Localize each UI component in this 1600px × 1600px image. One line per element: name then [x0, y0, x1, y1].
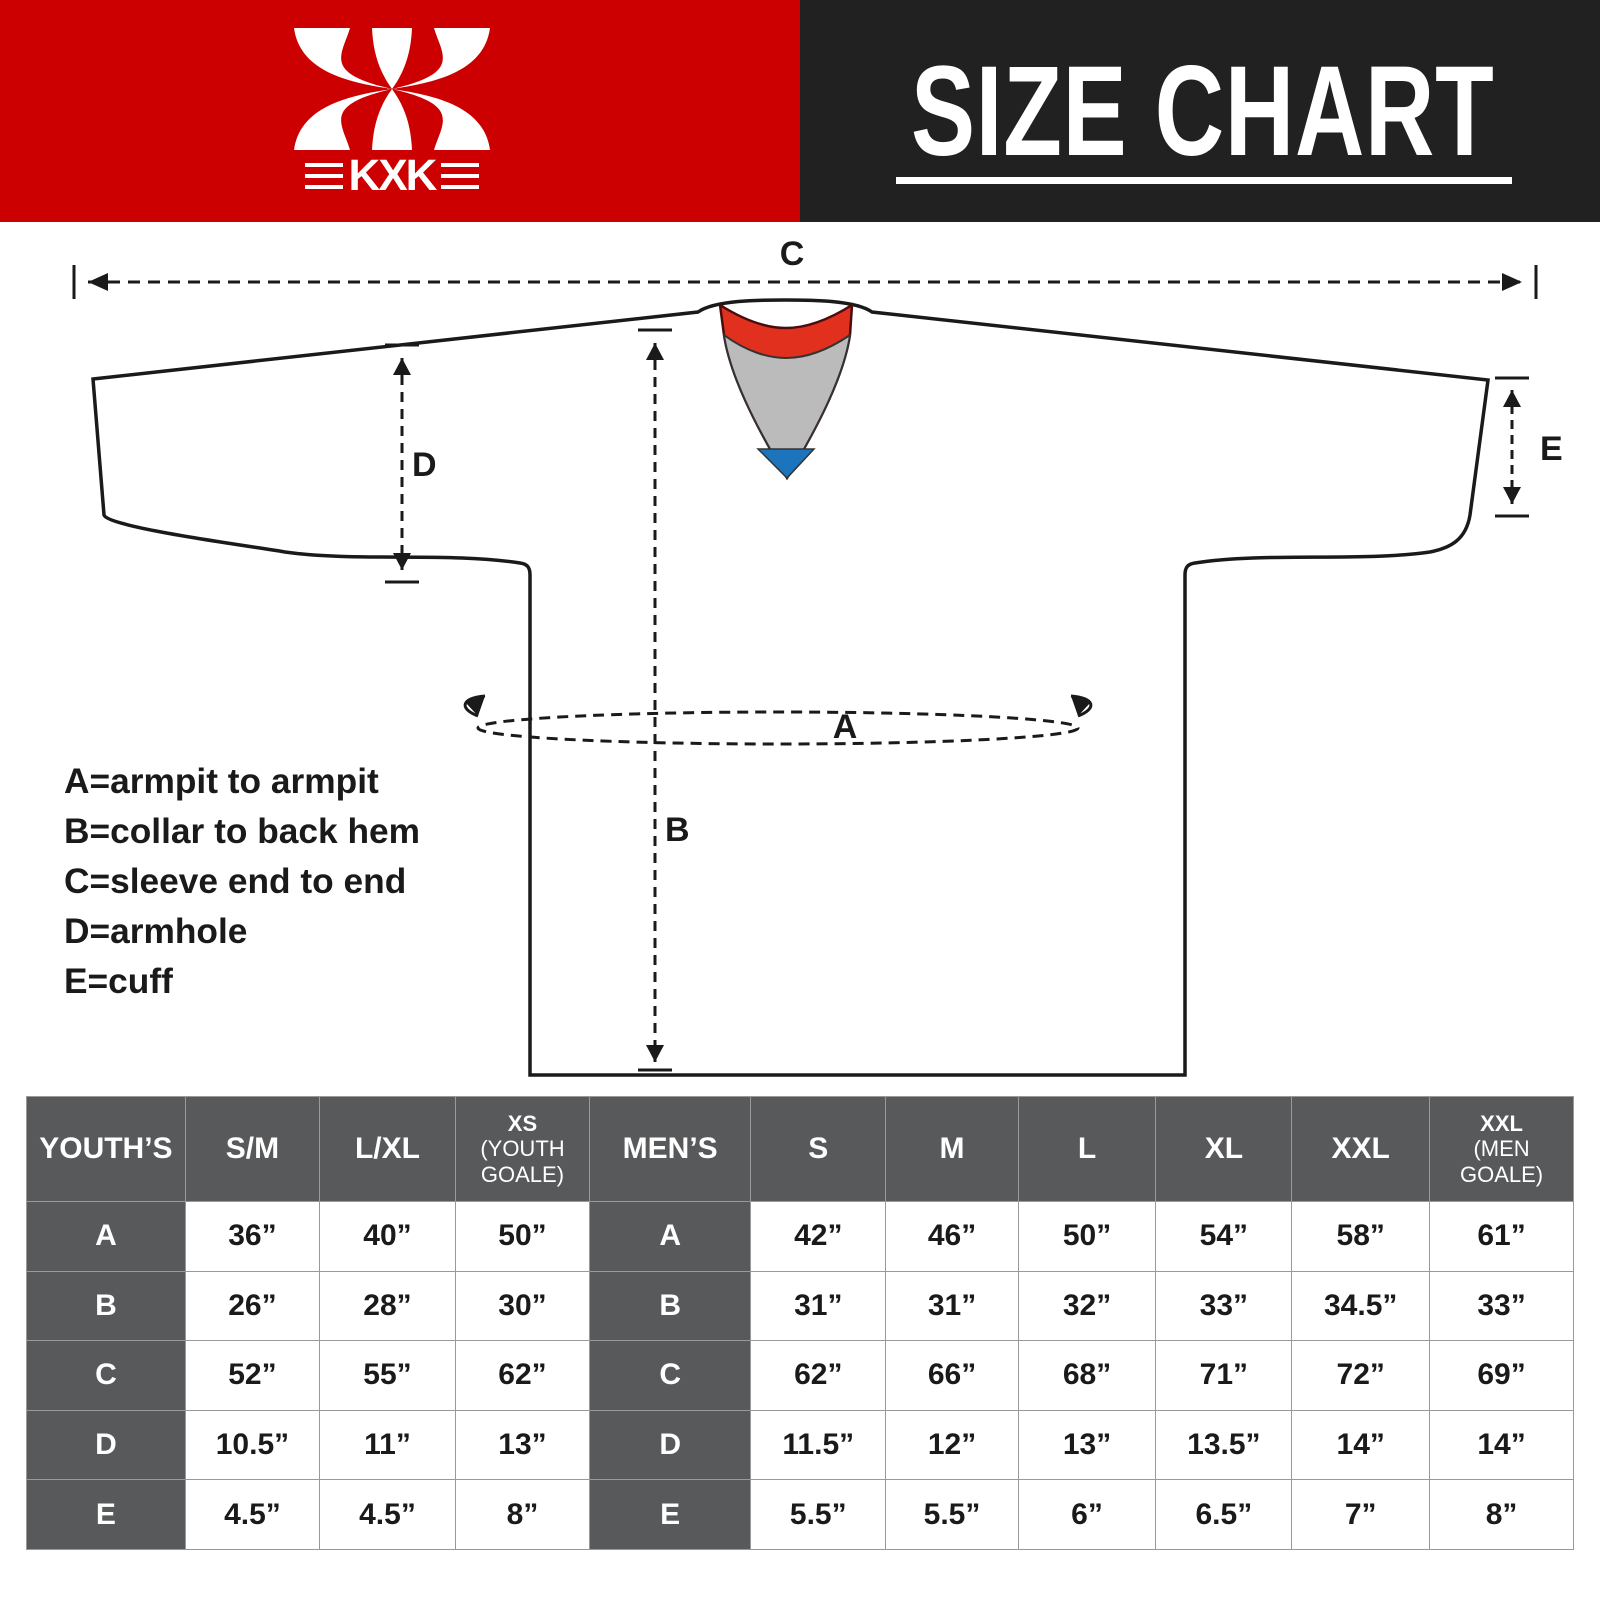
svg-text:C: C	[780, 235, 805, 273]
svg-text:E: E	[1540, 430, 1563, 468]
svg-text:D: D	[412, 446, 437, 484]
svg-text:B: B	[665, 811, 690, 849]
svg-text:A: A	[833, 708, 858, 746]
